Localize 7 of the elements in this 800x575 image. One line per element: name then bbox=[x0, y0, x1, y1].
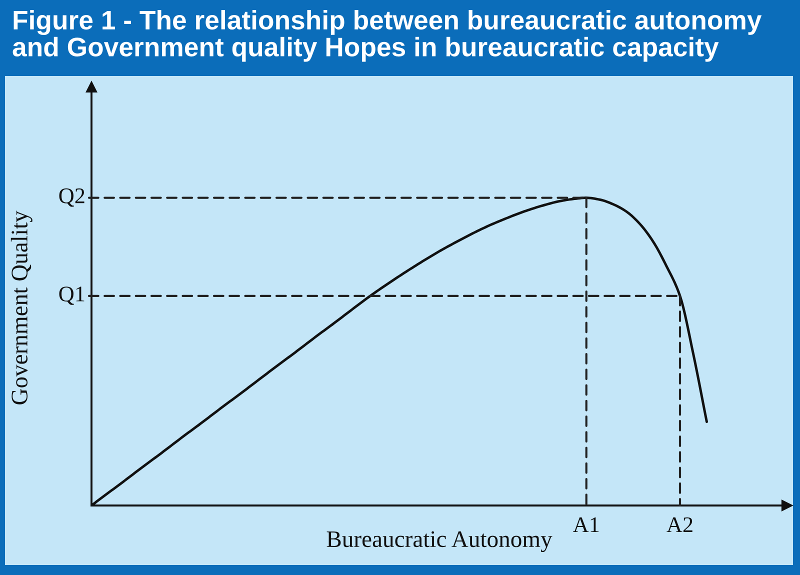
x-tick-label: A2 bbox=[666, 517, 692, 532]
x-axis-title: Bureaucratic Autonomy bbox=[326, 531, 552, 552]
annotation: Q2 bbox=[59, 188, 84, 207]
chart-title: Figure 1 - The relationship between bureaucratic autonomy and Government quality Hopes in bureaucratic capacity bbox=[12, 10, 762, 62]
annotation: Q1 bbox=[59, 286, 84, 305]
y-axis-title: Government Quality bbox=[10, 210, 32, 404]
x-tick-label: A1 bbox=[573, 517, 599, 532]
